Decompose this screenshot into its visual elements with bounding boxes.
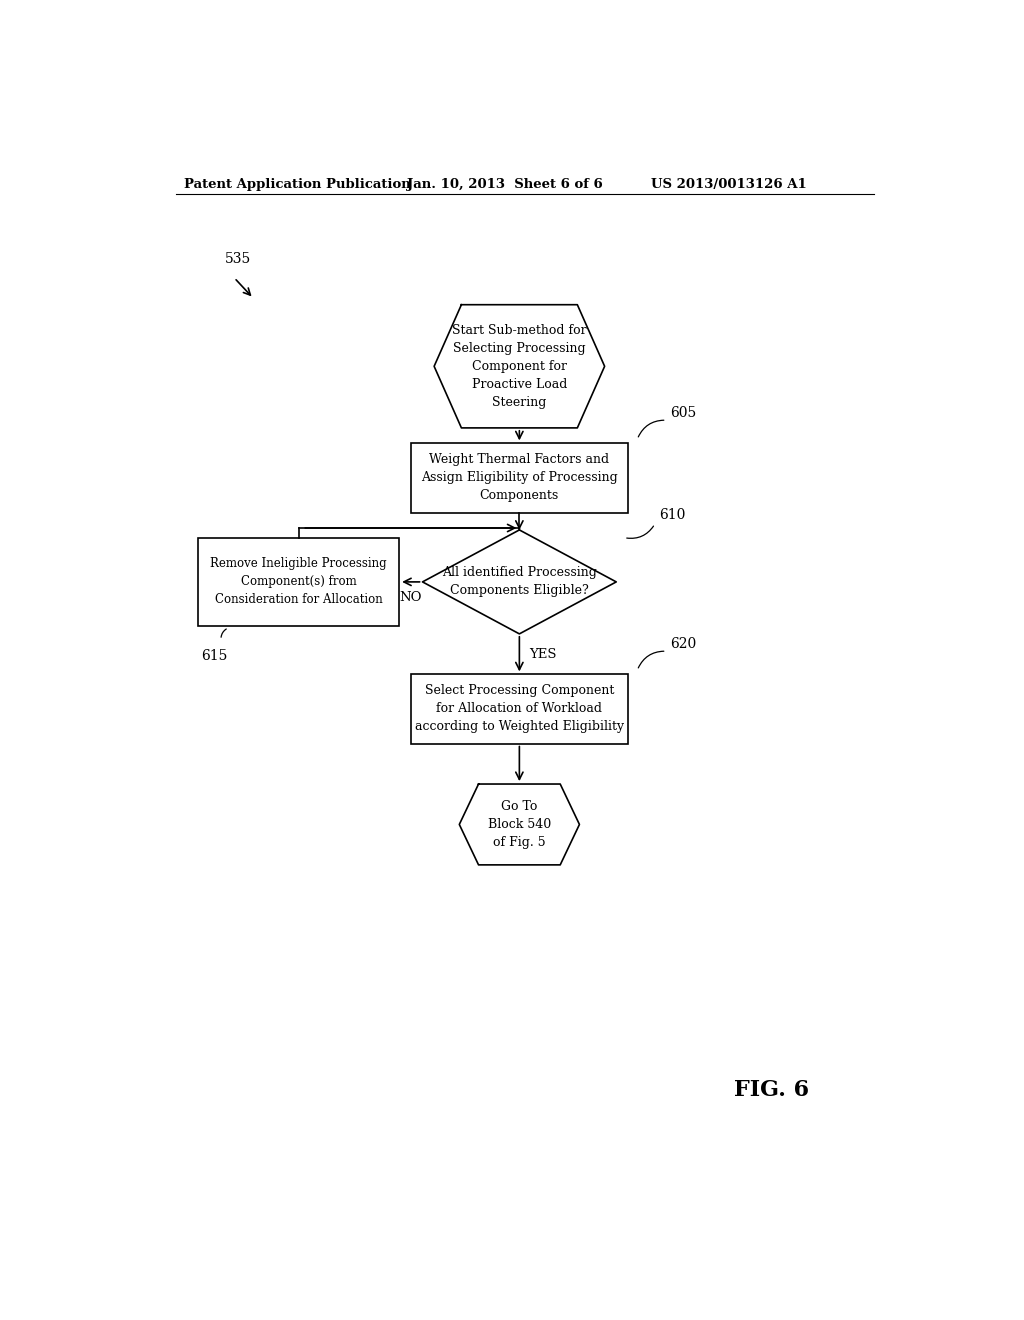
Text: Weight Thermal Factors and
Assign Eligibility of Processing
Components: Weight Thermal Factors and Assign Eligib… <box>421 454 617 503</box>
Text: US 2013/0013126 A1: US 2013/0013126 A1 <box>651 178 807 190</box>
Text: Select Processing Component
for Allocation of Workload
according to Weighted Eli: Select Processing Component for Allocati… <box>415 685 624 734</box>
Text: Jan. 10, 2013  Sheet 6 of 6: Jan. 10, 2013 Sheet 6 of 6 <box>407 178 603 190</box>
Text: NO: NO <box>399 591 422 605</box>
Text: Go To
Block 540
of Fig. 5: Go To Block 540 of Fig. 5 <box>487 800 551 849</box>
Text: 620: 620 <box>671 636 696 651</box>
Text: All identified Processing
Components Eligible?: All identified Processing Components Eli… <box>442 566 597 598</box>
Text: Start Sub-method for
Selecting Processing
Component for
Proactive Load
Steering: Start Sub-method for Selecting Processin… <box>452 323 587 409</box>
Text: 610: 610 <box>658 507 685 521</box>
Bar <box>411 444 628 512</box>
Text: FIG. 6: FIG. 6 <box>733 1080 809 1101</box>
Text: YES: YES <box>528 648 556 660</box>
Text: 615: 615 <box>202 649 228 663</box>
Text: Patent Application Publication: Patent Application Publication <box>183 178 411 190</box>
Bar <box>411 675 628 743</box>
Text: 605: 605 <box>671 405 696 420</box>
Bar <box>198 537 399 626</box>
Text: 535: 535 <box>225 252 251 267</box>
Text: Remove Ineligible Processing
Component(s) from
Consideration for Allocation: Remove Ineligible Processing Component(s… <box>210 557 387 606</box>
